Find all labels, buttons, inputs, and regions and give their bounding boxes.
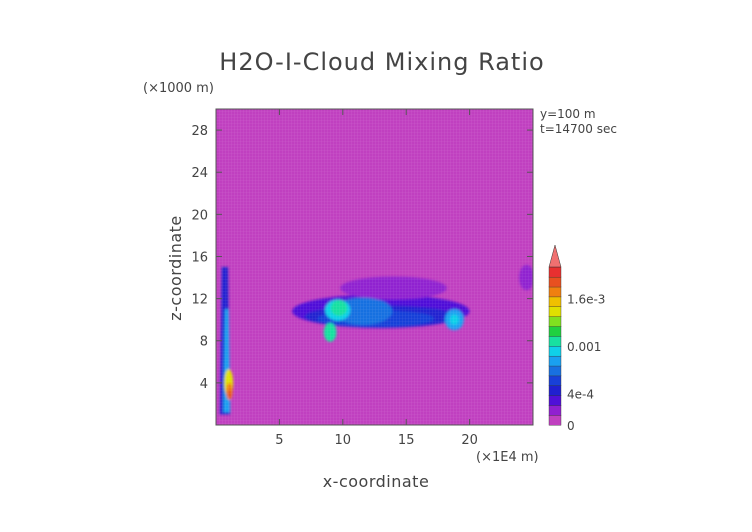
y-tick-label-12: 12 — [191, 293, 208, 308]
chart-title: H2O-I-Cloud Mixing Ratio — [219, 48, 544, 76]
colorbar-tick-label-2: 0.001 — [567, 340, 601, 354]
y-tick-label-28: 28 — [191, 124, 208, 139]
x-unit-label: (×1E4 m) — [476, 450, 539, 465]
annotation-y: y=100 m — [540, 107, 596, 121]
y-tick-label-24: 24 — [191, 166, 208, 181]
plot-grid-texture — [216, 109, 533, 425]
colorbar-tick-label-0: 0 — [567, 419, 575, 433]
y-tick-label-4: 4 — [200, 377, 208, 392]
y-tick-label-16: 16 — [191, 250, 208, 265]
x-axis-ticks: 5 10 15 20 — [275, 109, 478, 448]
x-tick-label-5: 5 — [275, 433, 283, 448]
colorbar-segment-6 — [548, 355, 562, 367]
colorbar: 0 4e-4 0.001 1.6e-3 — [548, 244, 605, 433]
x-tick-label-15: 15 — [398, 433, 415, 448]
x-axis-label: x-coordinate — [323, 472, 430, 491]
plot-area — [215, 108, 534, 426]
colorbar-segment-14 — [548, 276, 562, 288]
annotation-t: t=14700 sec — [540, 122, 617, 136]
colorbar-segment-5 — [548, 365, 562, 377]
colorbar-segment-8 — [548, 335, 562, 347]
colorbar-segment-2 — [548, 395, 562, 406]
colorbar-segment-9 — [548, 326, 562, 337]
y-axis-ticks: 4 8 12 16 20 24 28 — [191, 124, 533, 392]
y-tick-label-8: 8 — [200, 335, 208, 350]
colorbar-segment-11 — [548, 306, 562, 317]
colorbar-segment-10 — [548, 316, 562, 327]
y-tick-label-20: 20 — [191, 208, 208, 223]
colorbar-segment-0 — [548, 414, 562, 426]
plot-frame — [215, 108, 534, 426]
x-tick-label-10: 10 — [335, 433, 352, 448]
colorbar-segment-3 — [548, 385, 562, 396]
colorbar-segment-12 — [548, 296, 562, 308]
colorbar-tick-label-3: 1.6e-3 — [567, 293, 605, 307]
colorbar-segment-13 — [548, 286, 562, 298]
colorbar-segment-4 — [548, 375, 562, 387]
x-tick-label-20: 20 — [461, 433, 478, 448]
y-unit-label: (×1000 m) — [143, 81, 214, 96]
colorbar-extend-arrow — [548, 244, 562, 268]
colorbar-segment-15 — [548, 266, 562, 278]
colorbar-segment-1 — [548, 405, 562, 416]
colorbar-tick-label-1: 4e-4 — [567, 387, 594, 401]
y-axis-label: z-coordinate — [166, 215, 185, 321]
colorbar-segment-7 — [548, 345, 562, 357]
